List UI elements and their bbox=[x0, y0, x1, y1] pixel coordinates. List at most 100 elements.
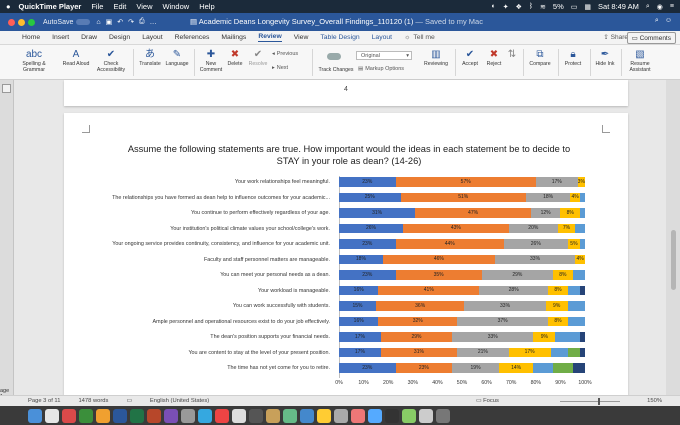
accept-button[interactable]: ✔ Accept bbox=[458, 48, 482, 67]
dock-app-icon[interactable] bbox=[113, 408, 127, 423]
focus-button[interactable]: ▭ Focus bbox=[476, 398, 499, 404]
dock-app-icon[interactable] bbox=[62, 408, 76, 423]
status-icon[interactable]: ✦ bbox=[502, 3, 509, 11]
dock-app-icon[interactable] bbox=[385, 408, 399, 423]
reject-button[interactable]: ✖ Reject bbox=[483, 48, 505, 67]
word-count[interactable]: 1478 words bbox=[78, 398, 109, 404]
dock-app-icon[interactable] bbox=[198, 408, 212, 423]
dock-app-icon[interactable] bbox=[419, 408, 433, 423]
apple-icon[interactable]: ● bbox=[6, 2, 11, 11]
flag-icon[interactable]: ▦ bbox=[584, 3, 592, 11]
menu-help[interactable]: Help bbox=[199, 2, 215, 11]
dock-app-icon[interactable] bbox=[130, 408, 144, 423]
dock-app-icon[interactable] bbox=[402, 408, 416, 423]
protect-button[interactable]: 🔒︎ Protect bbox=[561, 48, 585, 67]
dock-app-icon[interactable] bbox=[317, 408, 331, 423]
check-accessibility-button[interactable]: ✔ Check Accessibility bbox=[94, 48, 128, 73]
tab-layout[interactable]: Layout bbox=[142, 34, 163, 41]
undo-icon[interactable]: ↶ bbox=[117, 19, 124, 26]
autosave-toggle[interactable] bbox=[76, 19, 91, 25]
tab-design[interactable]: Design bbox=[109, 34, 131, 41]
resolve-button[interactable]: ✔ Resolve bbox=[247, 48, 269, 67]
dock-app-icon[interactable] bbox=[249, 408, 263, 423]
tab-draw[interactable]: Draw bbox=[81, 34, 98, 41]
reviewing-button[interactable]: ▥ Reviewing bbox=[420, 48, 452, 67]
dock-app-icon[interactable] bbox=[300, 408, 314, 423]
battery-icon[interactable]: ▭ bbox=[570, 3, 578, 11]
dock-app-icon[interactable] bbox=[368, 408, 382, 423]
app-menu[interactable]: QuickTime Player bbox=[18, 2, 82, 11]
search-icon[interactable]: ⌕ bbox=[654, 17, 659, 24]
dock-app-icon[interactable] bbox=[283, 408, 297, 423]
translate-button[interactable]: あ Translate bbox=[136, 48, 164, 67]
tell-me[interactable]: ☼ Tell me bbox=[404, 34, 435, 41]
menu-file[interactable]: File bbox=[91, 2, 104, 11]
display-for-review-select[interactable]: Original bbox=[356, 51, 412, 60]
new-comment-button[interactable]: ✚ New Comment bbox=[197, 48, 225, 73]
bluetooth-icon[interactable]: ᛒ bbox=[528, 3, 534, 10]
background-window[interactable] bbox=[2, 84, 11, 93]
dock-app-icon[interactable] bbox=[334, 408, 348, 423]
search-icon[interactable]: ⌕ bbox=[645, 2, 650, 10]
zoom-slider[interactable] bbox=[560, 398, 620, 405]
resume-assistant-button[interactable]: ▧ Resume Assistant bbox=[624, 48, 656, 73]
dock-app-icon[interactable] bbox=[351, 408, 365, 423]
comments-button[interactable]: ▭ Comments bbox=[626, 32, 676, 44]
dock-app-icon[interactable] bbox=[28, 408, 42, 423]
save-icon[interactable]: ▣ bbox=[105, 19, 113, 26]
menu-window[interactable]: Window bbox=[162, 2, 190, 11]
minimize-icon[interactable] bbox=[18, 18, 25, 26]
previous-button[interactable]: ◂ Previous bbox=[272, 51, 298, 57]
zoom-level[interactable]: 150% bbox=[647, 398, 662, 404]
user-icon[interactable]: ◉ bbox=[656, 3, 663, 11]
dock-app-icon[interactable] bbox=[79, 408, 93, 423]
page-count[interactable]: Page 3 of 11 bbox=[28, 398, 61, 404]
document-page[interactable]: Assume the following statements are true… bbox=[64, 113, 628, 395]
tab-table-design[interactable]: Table Design bbox=[320, 34, 360, 41]
home-icon[interactable]: ⌂ bbox=[96, 18, 101, 26]
delete-button[interactable]: ✖ Delete bbox=[224, 48, 246, 67]
maximize-icon[interactable] bbox=[28, 18, 35, 26]
redo-icon[interactable]: ↷ bbox=[128, 19, 134, 26]
dock-app-icon[interactable] bbox=[215, 408, 229, 423]
notification-icon[interactable]: ≡ bbox=[669, 3, 674, 10]
autosave[interactable]: AutoSave bbox=[43, 19, 91, 26]
battery-percent[interactable]: 5% bbox=[552, 2, 564, 11]
tab-table-layout[interactable]: Layout bbox=[371, 34, 393, 41]
dock-app-icon[interactable] bbox=[147, 408, 161, 423]
read-aloud-button[interactable]: A Read Aloud bbox=[62, 48, 90, 67]
tab-insert[interactable]: Insert bbox=[52, 34, 70, 41]
change-nav-button[interactable]: ⇅ bbox=[505, 48, 519, 61]
proofing-icon[interactable]: ▭ bbox=[126, 398, 132, 404]
language-button[interactable]: ✎ Language bbox=[164, 48, 190, 67]
spelling-button[interactable]: abc Spelling & Grammar bbox=[18, 48, 50, 73]
menu-view[interactable]: View bbox=[136, 2, 153, 11]
share-button[interactable]: ⇪ Share bbox=[603, 34, 628, 41]
wifi-icon[interactable]: ≋ bbox=[540, 3, 546, 11]
dock-trash-icon[interactable] bbox=[436, 408, 450, 423]
dock-app-icon[interactable] bbox=[232, 408, 246, 423]
tab-review[interactable]: Review bbox=[258, 33, 282, 42]
hide-ink-button[interactable]: ✒ Hide Ink bbox=[593, 48, 617, 67]
tab-mailings[interactable]: Mailings bbox=[221, 34, 247, 41]
dock-app-icon[interactable] bbox=[96, 408, 110, 423]
more-icon[interactable]: … bbox=[149, 18, 157, 26]
tab-home[interactable]: Home bbox=[22, 34, 41, 41]
status-icon[interactable]: ❖ bbox=[515, 3, 522, 11]
tab-references[interactable]: References bbox=[174, 34, 210, 41]
track-changes-toggle[interactable] bbox=[327, 53, 341, 60]
tab-view[interactable]: View bbox=[293, 34, 309, 41]
dock-app-icon[interactable] bbox=[164, 408, 178, 423]
close-icon[interactable] bbox=[8, 18, 15, 26]
next-button[interactable]: ▸ Next bbox=[272, 65, 288, 71]
dock-app-icon[interactable] bbox=[45, 408, 59, 423]
scrollbar[interactable] bbox=[666, 80, 680, 395]
dock-app-icon[interactable] bbox=[266, 408, 280, 423]
scrollbar-thumb[interactable] bbox=[671, 230, 676, 290]
dock-app-icon[interactable] bbox=[181, 408, 195, 423]
status-icon[interactable]: ◐ bbox=[491, 3, 496, 10]
track-changes-button[interactable]: Track Changes bbox=[316, 67, 356, 73]
language-status[interactable]: English (United States) bbox=[149, 398, 210, 404]
markup-options-button[interactable]: ▤ Markup Options bbox=[358, 66, 404, 72]
clock[interactable]: Sat 8:49 AM bbox=[598, 2, 639, 11]
